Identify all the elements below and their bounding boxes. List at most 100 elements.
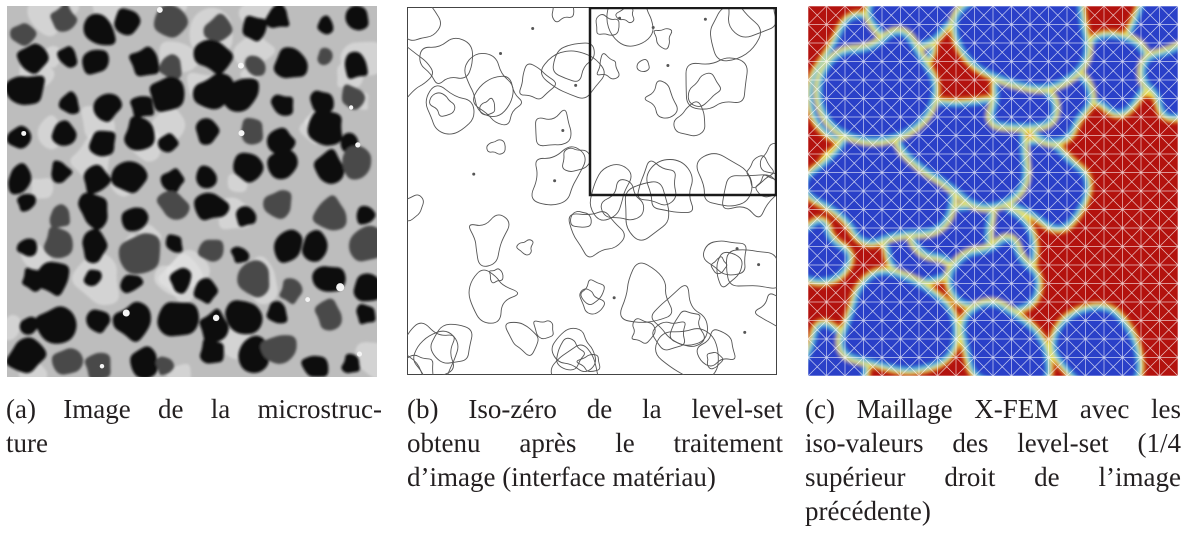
pore — [197, 239, 224, 262]
iso-zero-contour — [568, 211, 625, 258]
iso-zero-contour — [407, 354, 434, 375]
iso-zero-contour — [419, 37, 473, 84]
iso-zero-contour — [489, 268, 504, 284]
pore — [312, 195, 347, 231]
bright-spot — [238, 130, 245, 137]
matrix-highlight — [166, 363, 191, 377]
iso-zero-contour — [606, 7, 654, 47]
pore — [16, 43, 49, 74]
pore — [203, 13, 233, 42]
pore — [193, 277, 219, 304]
iso-zero-contour — [533, 320, 554, 340]
iso-zero-contour — [464, 52, 514, 118]
iso-zero-contour — [551, 327, 596, 372]
caption-a: (a) Image de la microstruc- ture — [6, 392, 382, 460]
pore — [235, 206, 257, 227]
iso-zero-contour — [407, 7, 441, 41]
matrix-highlight — [233, 32, 276, 67]
iso-zero-contour — [655, 328, 719, 375]
pore — [124, 116, 155, 151]
pore — [313, 148, 345, 184]
pore — [267, 148, 298, 180]
pore — [199, 308, 229, 344]
pore — [155, 356, 175, 376]
pore — [83, 13, 116, 46]
pore — [341, 353, 360, 374]
iso-zero-contour-canvas — [407, 7, 777, 375]
pore — [348, 225, 377, 262]
pore — [310, 90, 334, 114]
pore — [263, 190, 292, 220]
iso-zero-contour — [407, 322, 455, 375]
pore — [230, 246, 250, 264]
pore — [78, 192, 108, 230]
pore — [270, 94, 294, 116]
pore — [82, 49, 109, 75]
iso-zero-contour — [669, 310, 705, 347]
pore — [157, 302, 200, 337]
iso-zero-contour — [551, 7, 575, 23]
pore — [241, 117, 264, 145]
contour-dot — [472, 172, 476, 176]
pore — [356, 205, 376, 225]
pore — [317, 47, 333, 66]
pore — [199, 338, 224, 364]
matrix-highlight — [150, 105, 186, 144]
pore — [194, 192, 230, 221]
bright-spot — [336, 283, 345, 292]
iso-zero-contour — [710, 7, 761, 62]
contour-dot — [618, 16, 622, 20]
caption-c-line: iso-valeurs des level-set (1/4 — [805, 428, 1181, 458]
bright-spot — [356, 351, 363, 357]
pore — [120, 274, 144, 294]
iso-zero-contour — [589, 164, 632, 221]
pore — [341, 84, 366, 110]
pore — [9, 23, 37, 46]
iso-zero-contour — [673, 101, 706, 137]
pore — [266, 300, 288, 324]
iso-zero-contour — [473, 75, 522, 126]
iso-zero-contour — [425, 85, 475, 135]
pore — [156, 190, 190, 220]
pore — [16, 238, 38, 257]
microstructure-image — [7, 6, 377, 377]
caption-b-line: d’image (interface matériau) — [407, 462, 716, 492]
caption-c-line: précédente) — [805, 496, 931, 526]
iso-zero-contour — [519, 63, 556, 100]
contour-dot — [561, 128, 565, 132]
pore — [84, 352, 111, 377]
phase-low-region — [808, 326, 865, 376]
pore — [342, 145, 372, 180]
pore — [121, 207, 149, 232]
contour-dot — [666, 63, 670, 67]
iso-zero-contour — [644, 80, 678, 119]
pore — [17, 193, 36, 212]
iso-zero-contour — [556, 337, 585, 371]
phase-low-region — [951, 240, 1037, 309]
pore — [196, 165, 217, 189]
pore — [86, 309, 111, 334]
pore — [58, 91, 80, 115]
pore — [35, 306, 77, 344]
pore — [43, 226, 73, 259]
iso-zero-contour-plot — [407, 7, 777, 375]
pore — [157, 133, 179, 153]
pore — [93, 93, 123, 122]
pore — [129, 46, 160, 77]
matrix-highlight — [7, 314, 21, 341]
caption-c-line: (c) Maillage X-FEM avec les — [805, 394, 1181, 424]
pore — [314, 298, 342, 331]
pore — [273, 47, 308, 79]
iso-zero-contour — [696, 153, 753, 207]
zoom-region-box — [588, 7, 777, 197]
iso-zero-contour — [595, 14, 620, 36]
caption-b: (b) Iso-zéro de la level-set obtenu aprè… — [407, 392, 783, 494]
pore — [260, 335, 297, 364]
matrix-highlight — [355, 342, 377, 377]
pore — [356, 304, 376, 325]
contour-dot — [553, 179, 557, 183]
pore — [353, 273, 377, 302]
pore — [344, 51, 368, 79]
pore — [279, 278, 303, 305]
pore — [302, 229, 328, 262]
